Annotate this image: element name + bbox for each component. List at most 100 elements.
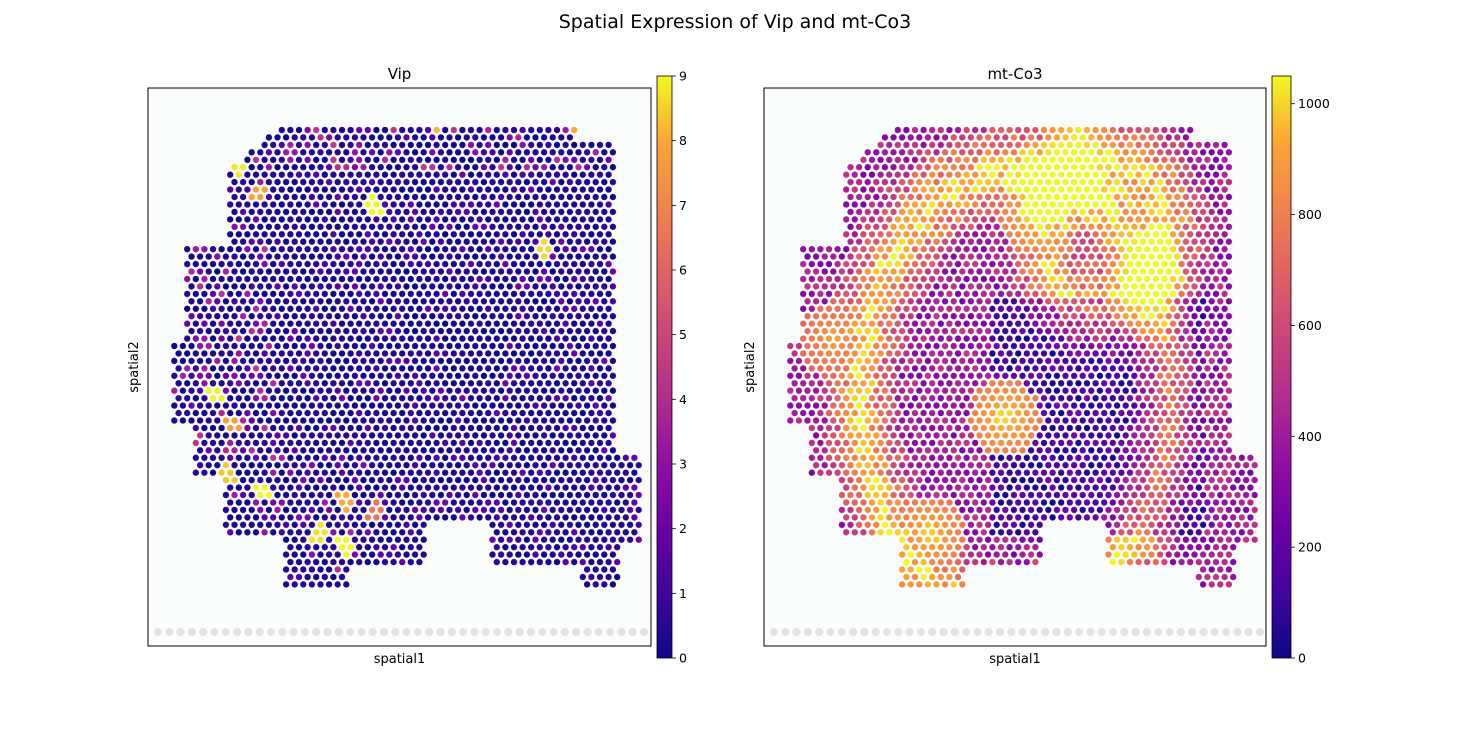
expression-spot (175, 409, 183, 417)
expression-spot (209, 394, 217, 402)
expression-spot (1006, 275, 1014, 283)
expression-spot (312, 454, 320, 462)
expression-spot (415, 454, 423, 462)
expression-spot (592, 342, 600, 350)
expression-spot (557, 476, 565, 484)
expression-spot (877, 394, 885, 402)
expression-spot (1173, 312, 1181, 320)
expression-spot (286, 379, 294, 387)
expression-spot (187, 282, 196, 290)
expression-spot (630, 454, 638, 462)
expression-spot (243, 498, 251, 507)
expression-spot (855, 208, 863, 216)
fiducial-spot (493, 628, 501, 636)
expression-spot (493, 439, 501, 447)
expression-spot (441, 424, 449, 432)
expression-spot (553, 484, 561, 492)
expression-spot (911, 186, 919, 194)
expression-spot (1104, 193, 1113, 201)
expression-spot (445, 148, 454, 156)
expression-spot (252, 275, 260, 283)
expression-spot (347, 513, 355, 521)
expression-spot (278, 424, 286, 432)
expression-spot (424, 215, 432, 223)
expression-spot (291, 133, 299, 141)
expression-spot (1087, 178, 1095, 186)
expression-spot (1208, 416, 1216, 425)
expression-spot (368, 148, 376, 156)
expression-spot (928, 424, 936, 432)
expression-spot (467, 335, 475, 343)
expression-spot (523, 253, 531, 261)
expression-spot (958, 431, 966, 439)
expression-spot (235, 215, 243, 223)
expression-spot (958, 208, 966, 216)
expression-spot (476, 215, 484, 223)
expression-spot (445, 253, 454, 261)
fiducial-spot (244, 628, 253, 636)
expression-spot (950, 208, 958, 216)
expression-spot (484, 126, 492, 134)
expression-spot (1178, 126, 1186, 134)
expression-spot (454, 238, 462, 246)
expression-spot (347, 141, 355, 149)
expression-spot (937, 439, 945, 447)
expression-spot (450, 171, 458, 179)
expression-spot (868, 260, 876, 268)
expression-spot (1087, 238, 1095, 246)
expression-spot (932, 312, 941, 320)
fiducial-spot (199, 628, 208, 636)
expression-spot (1027, 163, 1035, 171)
expression-spot (898, 133, 906, 141)
expression-spot (441, 454, 449, 462)
expression-spot (596, 543, 604, 551)
expression-spot (304, 513, 312, 521)
expression-spot (1178, 305, 1186, 313)
expression-spot (932, 223, 941, 231)
expression-spot (295, 424, 303, 432)
expression-spot (458, 469, 466, 477)
expression-spot (1208, 357, 1216, 365)
expression-spot (265, 357, 273, 365)
expression-spot (480, 387, 488, 395)
expression-spot (531, 327, 540, 335)
expression-spot (192, 454, 200, 462)
expression-spot (364, 454, 372, 462)
expression-spot (877, 215, 885, 223)
fiducial-spot (594, 628, 603, 636)
expression-spot (467, 409, 475, 417)
expression-spot (321, 424, 329, 432)
expression-spot (566, 536, 574, 544)
expression-spot (596, 141, 604, 149)
expression-spot (609, 461, 617, 469)
expression-spot (433, 275, 441, 283)
expression-spot (846, 312, 855, 320)
expression-spot (230, 387, 239, 395)
expression-spot (295, 573, 303, 581)
expression-spot (278, 156, 286, 164)
expression-spot (1096, 327, 1104, 335)
expression-spot (261, 498, 269, 507)
expression-spot (347, 275, 355, 283)
expression-spot (958, 282, 966, 290)
expression-spot (1010, 282, 1018, 290)
expression-spot (592, 163, 600, 171)
expression-spot (377, 476, 385, 484)
expression-spot (377, 372, 385, 380)
expression-spot (872, 342, 880, 350)
expression-spot (243, 484, 251, 492)
expression-spot (394, 536, 402, 544)
expression-spot (583, 193, 591, 201)
expression-spot (851, 171, 859, 179)
expression-spot (463, 446, 471, 454)
expression-spot (1139, 416, 1147, 425)
expression-spot (433, 305, 441, 313)
expression-spot (872, 312, 880, 320)
expression-spot (394, 312, 402, 320)
expression-spot (1130, 238, 1138, 246)
expression-spot (1061, 267, 1070, 276)
expression-spot (377, 387, 385, 395)
fiducial-spot (1086, 628, 1095, 636)
expression-spot (1117, 126, 1125, 134)
expression-spot (941, 208, 949, 216)
